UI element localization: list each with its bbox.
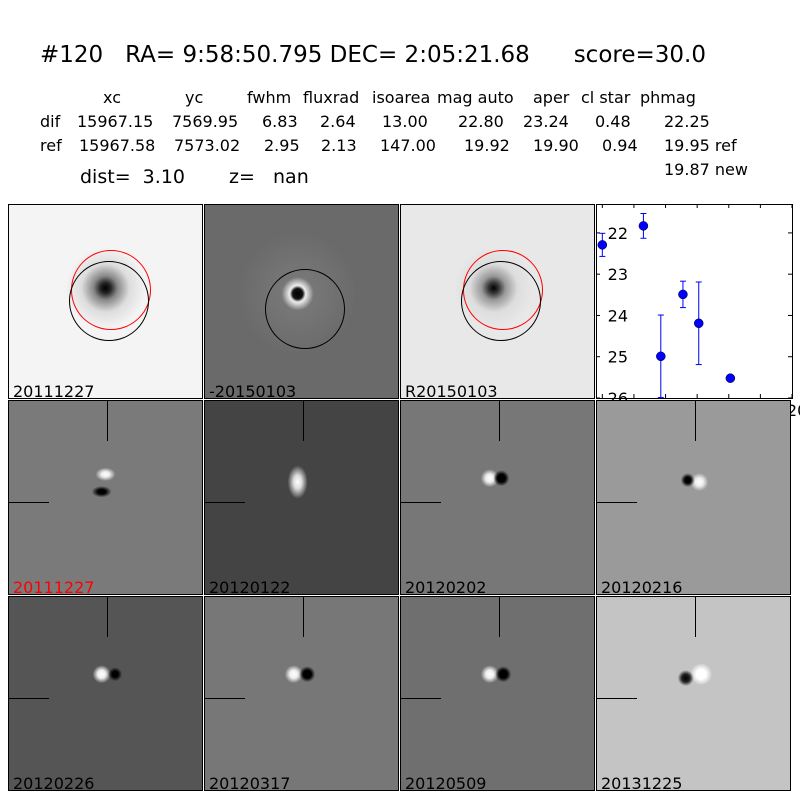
crosshair-horizontal [597,502,637,504]
epoch-label: 20131225 [601,774,683,791]
data-point [725,373,736,383]
epoch-label: 20120122 [209,578,291,595]
candidate-title: #120 RA= 9:58:50.795 DEC= 2:05:21.68 sco… [40,42,706,68]
crosshair-vertical [499,401,501,441]
dist-value: dist= 3.10 [80,166,185,188]
col-fluxrad: fluxrad [303,88,360,107]
crosshair-horizontal [401,502,441,504]
epoch-stamp: 20120202 [400,400,595,595]
data-point [597,240,608,250]
epoch-stamp: 20111227 [8,400,203,595]
crosshair-vertical [695,597,697,637]
y-tick-label: 22 [608,224,628,243]
data-point [656,351,666,362]
stamp-ref: R20150103 [400,204,595,399]
stamp-label: -20150103 [209,382,297,399]
plot-frame [596,204,793,399]
col-xc: xc [103,88,121,107]
epoch-stamp: 20120122 [204,400,399,595]
epoch-label: 20120216 [601,578,683,595]
epoch-label: 20111227 [13,578,95,595]
y-tick-label: 23 [608,265,628,284]
crosshair-horizontal [9,502,49,504]
light-curve-plot: 2223242526020406080100120 [596,204,800,420]
col-phmag: phmag [640,88,696,107]
col-yc: yc [185,88,204,107]
y-tick-label: 24 [608,306,628,325]
black-circle [461,261,541,341]
black-circle [69,261,149,341]
z-value: z= nan [229,166,309,188]
epoch-label: 20120226 [13,774,95,791]
crosshair-vertical [107,401,109,441]
crosshair-vertical [695,401,697,441]
epoch-stamp: 20131225 [596,596,791,791]
stamp-new: 20111227 [8,204,203,399]
data-point [638,221,649,231]
epoch-stamp: 20120226 [8,596,203,791]
data-point [693,318,704,329]
crosshair-horizontal [205,502,245,504]
data-point [678,289,688,300]
crosshair-horizontal [401,698,441,700]
col-isoarea: isoarea [372,88,431,107]
y-tick-label: 25 [608,348,628,367]
stamp-label: 20111227 [13,382,95,399]
col-fwhm: fwhm [247,88,292,107]
col-cl-star: cl star [581,88,631,107]
epoch-stamp: 20120317 [204,596,399,791]
crosshair-horizontal [9,698,49,700]
epoch-stamp: 20120216 [596,400,791,595]
epoch-label: 20120202 [405,578,487,595]
col-aper: aper [533,88,570,107]
epoch-stamp: 20120509 [400,596,595,791]
crosshair-vertical [499,597,501,637]
stamp-diff: -20150103 [204,204,399,399]
epoch-label: 20120509 [405,774,487,791]
col-mag-auto: mag auto [437,88,514,107]
stamp-label: R20150103 [405,382,498,399]
crosshair-horizontal [597,698,637,700]
crosshair-vertical [303,597,305,637]
phmag-new: 19.87 new [664,160,748,179]
black-circle [265,269,345,349]
crosshair-vertical [107,597,109,637]
epoch-label: 20120317 [209,774,291,791]
crosshair-horizontal [205,698,245,700]
crosshair-vertical [303,401,305,441]
